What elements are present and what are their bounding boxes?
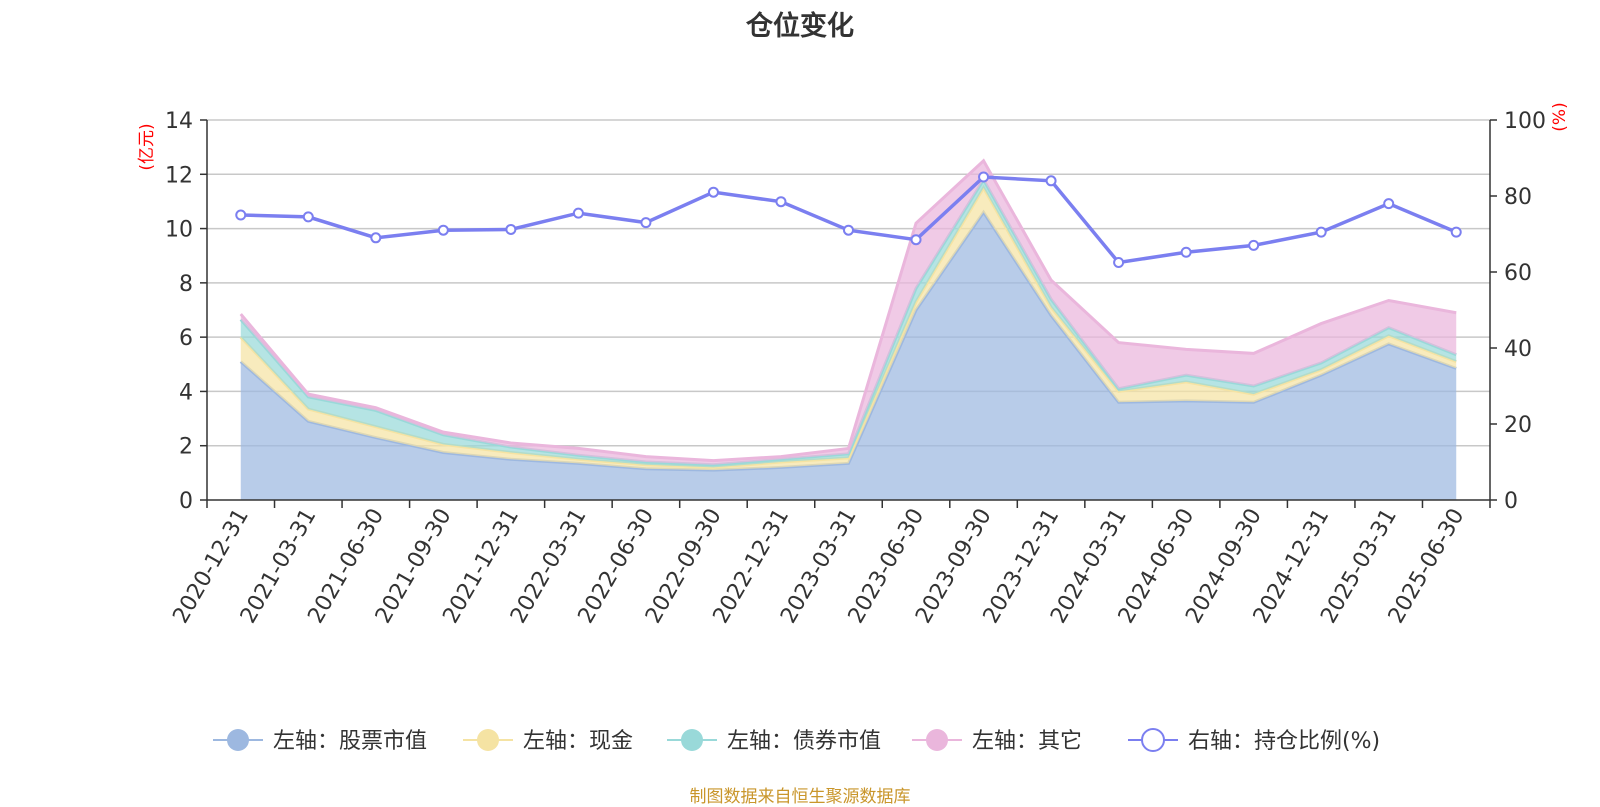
ratio-line-point: [437, 224, 449, 236]
legend-item-label: 左轴：现金: [523, 729, 633, 754]
legend-item-label: 左轴：股票市值: [273, 729, 427, 754]
area-series-edge: [239, 158, 1457, 463]
ratio-line: [235, 171, 1462, 268]
right-axis-tick-label: 60: [1504, 261, 1532, 286]
ratio-line-point: [1450, 226, 1462, 238]
ratio-line-point: [1180, 246, 1192, 258]
ratio-line-point: [640, 217, 652, 229]
legend-item-label: 左轴：其它: [972, 729, 1082, 754]
right-axis-tick-label: 20: [1504, 413, 1532, 438]
area-series-fill: [240, 187, 1457, 471]
source-note: 制图数据来自恒生聚源数据库: [689, 787, 911, 807]
right-axis-tick-label: 80: [1504, 185, 1532, 210]
ratio-line-point: [1113, 257, 1125, 268]
left-axis-tick-label: 10: [165, 218, 193, 243]
ratio-line-point: [1383, 198, 1395, 210]
ratio-line-point: [843, 224, 854, 236]
ratio-line-point: [572, 207, 584, 219]
right-axis-tick-label: 100: [1504, 109, 1546, 134]
stacked-areas: [239, 158, 1457, 501]
ratio-line-point: [505, 223, 517, 235]
ratio-line-path: [240, 175, 1457, 265]
left-axis-tick-label: 12: [165, 163, 193, 188]
ratio-line-point: [775, 196, 787, 208]
legend-item[interactable]: 左轴：现金: [463, 729, 633, 754]
right-axis-tick-label: 0: [1504, 489, 1518, 514]
left-axis-unit: (亿元): [137, 123, 157, 170]
left-axis-tick-label: 2: [179, 435, 193, 460]
legend-item[interactable]: 左轴：股票市值: [213, 729, 427, 754]
right-axis-unit: (%): [1550, 102, 1570, 131]
ratio-line-point: [1248, 239, 1260, 251]
ratio-line-point: [978, 171, 990, 183]
left-axis-tick-label: 4: [179, 380, 193, 405]
legend-item[interactable]: 左轴：债券市值: [667, 729, 881, 754]
left-axis-tick-label: 0: [179, 489, 193, 514]
right-axis-tick-label: 40: [1504, 337, 1532, 362]
ratio-line-point: [1315, 226, 1327, 238]
left-axis-tick-label: 6: [179, 326, 193, 351]
legend-item-label: 左轴：债券市值: [727, 729, 881, 754]
legend-item[interactable]: 左轴：其它: [912, 729, 1082, 754]
ratio-line-point: [370, 232, 382, 244]
ratio-line-point: [302, 211, 314, 223]
ratio-line-point: [707, 186, 719, 198]
chart-title: 仓位变化: [746, 11, 854, 42]
ratio-line-point: [910, 234, 922, 246]
area-series-fill: [240, 212, 1457, 501]
legend-item-label: 右轴：持仓比例(%): [1188, 729, 1380, 754]
legend[interactable]: 左轴：股票市值 左轴：现金 左轴：债券市值 左轴：其它 右轴：持仓比例(%): [213, 728, 1380, 754]
left-axis-tick-label: 14: [165, 109, 193, 134]
ratio-line-point: [235, 209, 247, 221]
ratio-line-point: [1045, 175, 1057, 187]
legend-item[interactable]: 右轴：持仓比例(%): [1128, 728, 1380, 754]
left-axis-tick-label: 8: [179, 272, 193, 297]
